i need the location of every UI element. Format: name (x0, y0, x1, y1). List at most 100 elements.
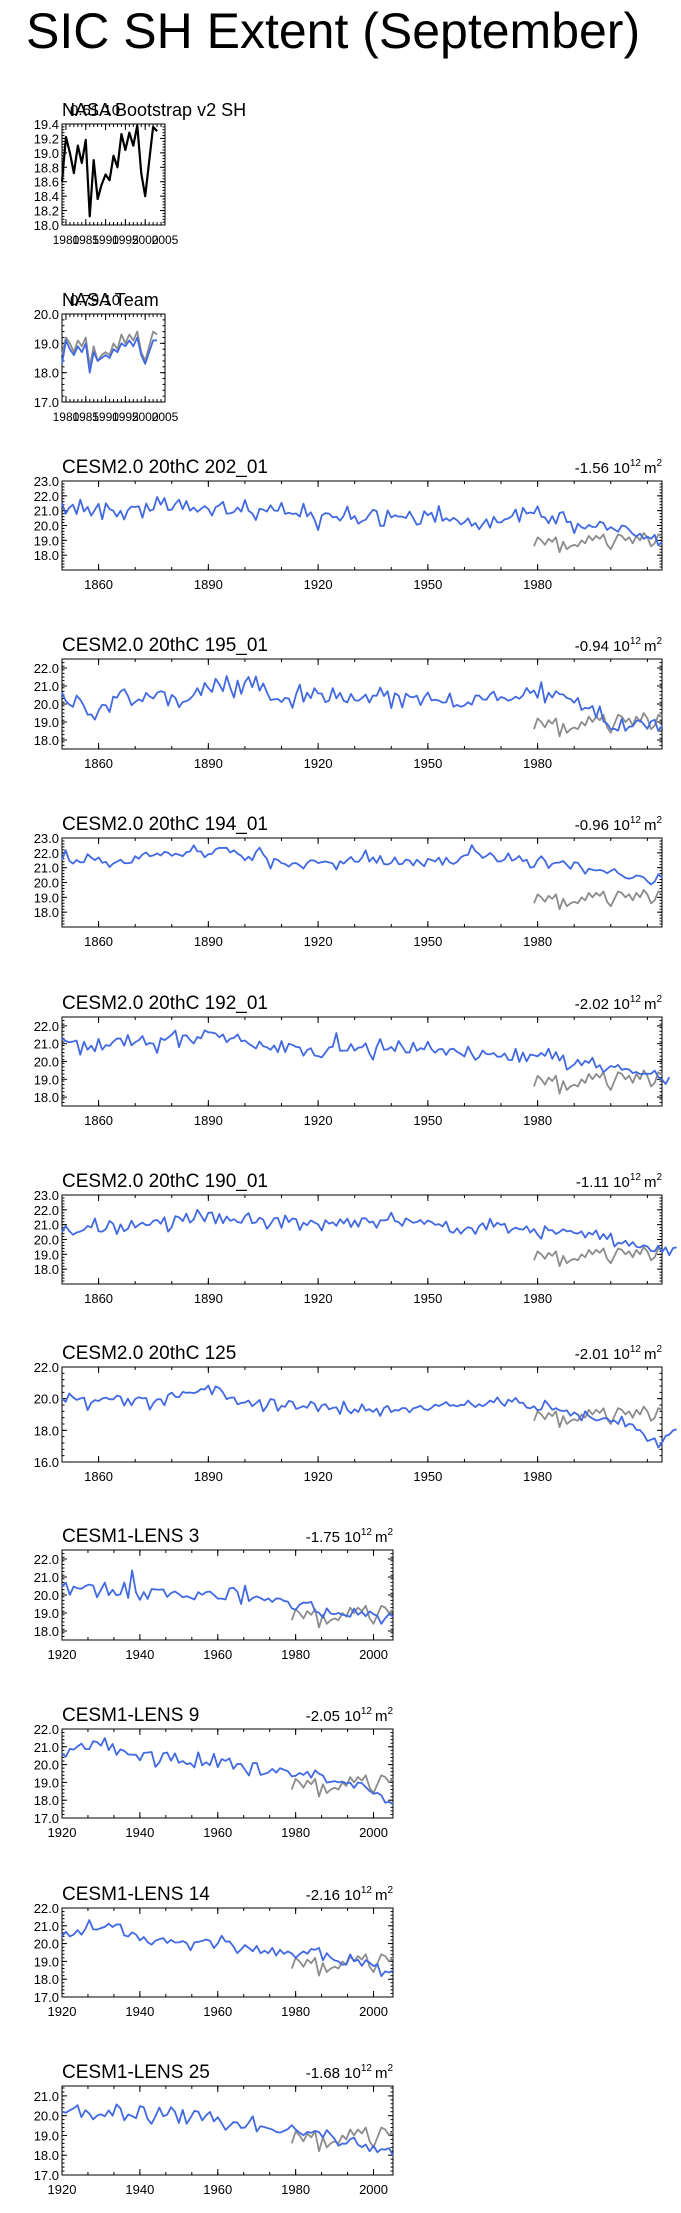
x-tick-label: 1980 (281, 2004, 310, 2019)
x-tick-label: 1990 (92, 233, 119, 247)
plot-frame (61, 313, 166, 403)
x-tick-label: 1985 (72, 233, 99, 247)
chart-cesm2-194-01: 18.019.020.021.022.023.0 1860 1890 1920 1950… (34, 814, 663, 949)
trend-overlay-label: 0.79 10 (70, 292, 120, 309)
y-tick-label: 19.0 (34, 1072, 59, 1087)
trend-unit-exponent: 2 (656, 815, 662, 826)
trend-label: -1.56 1012 m2 (575, 458, 663, 477)
x-tick-label: 1940 (125, 2182, 154, 2197)
y-tick-label: 21.0 (34, 679, 59, 694)
x-tick-label: 1995 (112, 410, 139, 424)
trend-overlay-label: 0.51 10 (70, 102, 120, 119)
x-tick-label: 1890 (194, 1113, 223, 1128)
trend-label: -2.05 1012 m2 (306, 1706, 394, 1725)
y-tick-label: 19.0 (34, 146, 59, 161)
y-tick-label: 22.0 (34, 661, 59, 676)
y-tick-label: 19.0 (34, 1954, 59, 1969)
y-tick-label: 18.0 (34, 1972, 59, 1987)
y-tick-label: 20.0 (34, 1233, 59, 1248)
x-tick-label: 1860 (84, 1113, 113, 1128)
y-tick-label: 18.0 (34, 1423, 59, 1438)
x-tick-label: 1920 (304, 577, 333, 592)
trend-value: -1.75 10 (306, 1529, 361, 1546)
x-tick-label: 1990 (92, 410, 119, 424)
y-tick-label: 20.0 (34, 2109, 59, 2124)
x-tick-label: 1890 (194, 1469, 223, 1484)
x-tick-label: 1980 (523, 577, 552, 592)
x-tick-label: 1920 (304, 1291, 333, 1306)
trend-value: -1.68 10 (306, 2065, 361, 2082)
y-tick-label: 18.0 (34, 218, 59, 233)
x-tick-label: 1980 (523, 1291, 552, 1306)
series-line-cesm1-lens (61, 1569, 394, 1625)
plot-frame (61, 658, 663, 750)
y-tick-label: 22.0 (34, 1901, 59, 1916)
x-tick-label: 1985 (72, 410, 99, 424)
chart-title: CESM1-LENS 25 (62, 2062, 210, 2083)
y-tick-label: 21.0 (34, 2089, 59, 2104)
x-tick-label: 1860 (84, 1291, 113, 1306)
x-tick-label: 1980 (281, 2182, 310, 2197)
y-tick-label: 22.0 (34, 1203, 59, 1218)
y-tick-label: 22.0 (34, 846, 59, 861)
trend-value: -1.11 10 (576, 1174, 630, 1191)
trend-unit-exponent: 2 (656, 994, 662, 1005)
series-line-nasa-bootstrap (533, 712, 663, 738)
y-tick-label: 20.0 (34, 1758, 59, 1773)
chart-title: CESM2.0 20thC 192_01 (62, 993, 268, 1014)
plot-frame (61, 1194, 663, 1285)
y-tick-label: 18.0 (34, 1090, 59, 1105)
series-line-cesm1-lens (61, 1737, 394, 1805)
y-tick-label: 22.0 (34, 1552, 59, 1567)
y-tick-label: 20.0 (34, 307, 59, 322)
y-tick-label: 19.0 (34, 533, 59, 548)
x-tick-label: 1860 (84, 577, 113, 592)
y-tick-label: 19.0 (34, 1775, 59, 1790)
page-title: SIC SH Extent (September) (26, 3, 641, 59)
y-tick-label: 17.0 (34, 395, 59, 410)
y-tick-label: 20.0 (34, 1392, 59, 1407)
y-tick-label: 22.0 (34, 1019, 59, 1034)
y-tick-label: 22.0 (34, 1722, 59, 1737)
x-tick-label: 2000 (132, 233, 159, 247)
trend-value: -0.94 10 (575, 638, 630, 655)
x-tick-label: 1920 (48, 1825, 77, 1840)
trend-unit-exponent: 2 (656, 1172, 662, 1183)
chart-cesm2-195-01: 18.0 19.0 20.0 21.0 22.0 1860 1890 1920 1950 1980… (34, 635, 663, 771)
series-line-cesm1-lens (61, 2103, 394, 2156)
trend-exponent: 12 (361, 1885, 373, 1896)
chart-cesm2-190-01: 18.019.020.021.022.023.0 1860 1890 1920 1950… (34, 1171, 677, 1306)
y-tick-label: 21.0 (34, 1919, 59, 1934)
y-tick-label: 18.0 (34, 1262, 59, 1277)
y-tick-label: 18.0 (34, 905, 59, 920)
trend-label: -0.96 1012 m2 (575, 815, 663, 834)
trend-value: -2.02 10 (575, 996, 630, 1013)
y-tick-label: 21.0 (34, 861, 59, 876)
series-line-nasa-bootstrap (290, 1953, 394, 1977)
x-tick-label: 1960 (203, 1647, 232, 1662)
y-tick-label: 18.0 (34, 1793, 59, 1808)
series-line-cesm1-lens (61, 1919, 394, 1978)
x-tick-label: 1920 (304, 934, 333, 949)
x-tick-label: 1980 (523, 756, 552, 771)
x-tick-label: 1920 (304, 756, 333, 771)
plot-frame (61, 837, 663, 928)
series-line-nasa-bootstrap (533, 532, 663, 554)
trend-label: -2.01 1012 m2 (575, 1344, 663, 1363)
trend-unit: m (375, 1529, 388, 1546)
chart-lens-3: 18.0 19.0 20.0 21.0 22.0 1920 1940 1960 1980 2000… (34, 1526, 394, 1662)
x-tick-label: 1890 (194, 934, 223, 949)
x-tick-label: 1940 (125, 1825, 154, 1840)
x-tick-label: 1960 (203, 2004, 232, 2019)
series-line-nasa-bootstrap (533, 889, 663, 911)
y-tick-label: 16.0 (34, 1455, 59, 1470)
series-line-nasa-bootstrap (290, 1604, 394, 1629)
trend-exponent: 12 (361, 2063, 373, 2074)
trend-unit: m (644, 817, 657, 834)
series-line-nasa-team (61, 336, 158, 374)
trend-exponent: 12 (630, 636, 642, 647)
chart-bootstrap: 18.018.218.418.618.819.019.219.4 19801985… (34, 100, 246, 247)
x-tick-label: 2000 (359, 2182, 388, 2197)
y-tick-label: 18.0 (34, 548, 59, 563)
